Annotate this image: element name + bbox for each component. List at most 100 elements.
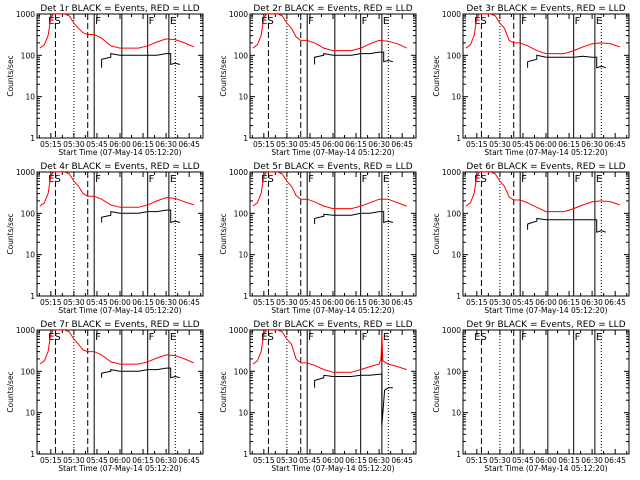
x-tick-label: 06:30 (368, 456, 390, 465)
panel-det-8r: Det 8r BLACK = Events, RED = LLD 1 10 100 10… (219, 320, 417, 473)
event-marker-label: ES (48, 16, 61, 27)
event-marker-label: E (383, 332, 389, 343)
series-group (252, 14, 408, 65)
y-axis-label: Counts/sec (219, 55, 228, 96)
y-tick-label: 10 (25, 409, 35, 418)
y-tick-label: 1000 (442, 168, 461, 177)
event-marker-label: ES (474, 16, 487, 27)
x-tick-label: 06:45 (604, 456, 626, 465)
x-tick-label: 05:15 (253, 456, 275, 465)
y-axis-label: Counts/sec (219, 371, 228, 412)
panel-title: Det 4r BLACK = Events, RED = LLD (40, 162, 199, 172)
x-tick-label: 06:45 (178, 456, 200, 465)
x-axis-label: Start Time (07-May-14 05:12:20) (484, 464, 607, 473)
y-tick-label: 1 (456, 292, 461, 301)
lld-series-line (39, 14, 194, 49)
y-tick-label: 10 (451, 251, 461, 260)
lld-series-line (39, 330, 194, 365)
x-tick-label: 06:00 (322, 456, 344, 465)
y-tick-label: 1 (243, 134, 248, 143)
y-axis-label: Counts/sec (6, 55, 15, 96)
plot-frame (36, 329, 204, 455)
events-series-line (527, 54, 607, 69)
event-marker-label: F (95, 174, 101, 185)
x-tick-label: 06:15 (132, 298, 154, 307)
series-group (39, 14, 194, 68)
x-tick-label: 06:45 (178, 298, 200, 307)
plot-frame (462, 171, 630, 297)
panel-det-2r: Det 2r BLACK = Events, RED = LLD 1 10 100 10… (219, 4, 417, 157)
events-series-line (101, 209, 181, 224)
x-tick-label: 05:15 (40, 456, 62, 465)
x-tick-label: 05:45 (299, 298, 321, 307)
x-axis-label: Start Time (07-May-14 05:12:20) (58, 148, 181, 157)
event-marker-label: F (362, 16, 368, 27)
x-tick-label: 05:30 (63, 298, 85, 307)
x-tick-label: 06:45 (604, 140, 626, 149)
event-marker-label: F (308, 16, 314, 27)
plot-frame (462, 13, 630, 139)
x-tick-label: 05:45 (86, 298, 108, 307)
y-axis-label: Counts/sec (6, 213, 15, 254)
y-tick-label: 1 (243, 450, 248, 459)
x-tick-label: 05:30 (276, 298, 298, 307)
x-tick-label: 06:45 (391, 298, 413, 307)
event-marker-label: F (149, 332, 155, 343)
x-axis-label: Start Time (07-May-14 05:12:20) (271, 148, 394, 157)
event-marker-label: ES (48, 174, 61, 185)
series-group (465, 14, 620, 69)
events-series-line (314, 373, 393, 426)
x-axis-label: Start Time (07-May-14 05:12:20) (271, 306, 394, 315)
y-tick-label: 10 (25, 93, 35, 102)
event-marker-label: F (521, 16, 527, 27)
x-tick-label: 06:00 (109, 140, 131, 149)
y-tick-label: 1000 (229, 326, 248, 335)
x-tick-label: 06:00 (322, 140, 344, 149)
event-marker-label: E (170, 332, 176, 343)
y-tick-label: 1 (456, 450, 461, 459)
x-tick-label: 06:00 (109, 456, 131, 465)
x-tick-label: 06:30 (368, 140, 390, 149)
y-axis-label: Counts/sec (432, 55, 441, 96)
y-tick-label: 10 (25, 251, 35, 260)
series-group (252, 172, 407, 225)
event-marker-label: F (308, 332, 314, 343)
x-tick-label: 05:30 (63, 456, 85, 465)
panel-title: Det 2r BLACK = Events, RED = LLD (253, 4, 412, 14)
event-marker-label: E (596, 174, 602, 185)
event-marker-label: E (596, 332, 602, 343)
event-marker-label: F (308, 174, 314, 185)
x-tick-label: 06:30 (581, 456, 603, 465)
y-tick-label: 100 (21, 367, 36, 376)
event-marker-label: E (170, 16, 176, 27)
x-tick-label: 05:15 (253, 298, 275, 307)
panel-title: Det 5r BLACK = Events, RED = LLD (253, 162, 412, 172)
x-tick-label: 05:15 (40, 298, 62, 307)
x-tick-label: 06:30 (155, 140, 177, 149)
panel-det-9r: Det 9r BLACK = Events, RED = LLD 1 10 100 10… (432, 320, 630, 473)
x-tick-label: 06:15 (132, 456, 154, 465)
x-tick-label: 05:15 (253, 140, 275, 149)
x-tick-label: 05:45 (86, 140, 108, 149)
events-series-line (314, 211, 394, 225)
event-marker-label: F (521, 174, 527, 185)
panel-det-6r: Det 6r BLACK = Events, RED = LLD 1 10 100 10… (432, 162, 630, 315)
y-tick-label: 10 (238, 251, 248, 260)
x-tick-label: 06:00 (109, 298, 131, 307)
event-marker-label: ES (48, 332, 61, 343)
x-tick-label: 05:15 (466, 298, 488, 307)
events-series-line (314, 51, 394, 65)
x-tick-label: 06:30 (581, 140, 603, 149)
y-tick-label: 100 (234, 367, 249, 376)
x-tick-label: 06:30 (155, 298, 177, 307)
x-axis-label: Start Time (07-May-14 05:12:20) (58, 306, 181, 315)
x-tick-label: 05:15 (466, 456, 488, 465)
series-group (465, 172, 620, 233)
panel-det-4r: Det 4r BLACK = Events, RED = LLD 1 10 100 10… (6, 162, 204, 315)
event-marker-label: ES (474, 174, 487, 185)
y-tick-label: 10 (451, 93, 461, 102)
lld-series-line (39, 172, 194, 208)
y-tick-label: 1000 (442, 10, 461, 19)
y-tick-label: 100 (234, 51, 249, 60)
x-tick-label: 05:30 (489, 140, 511, 149)
